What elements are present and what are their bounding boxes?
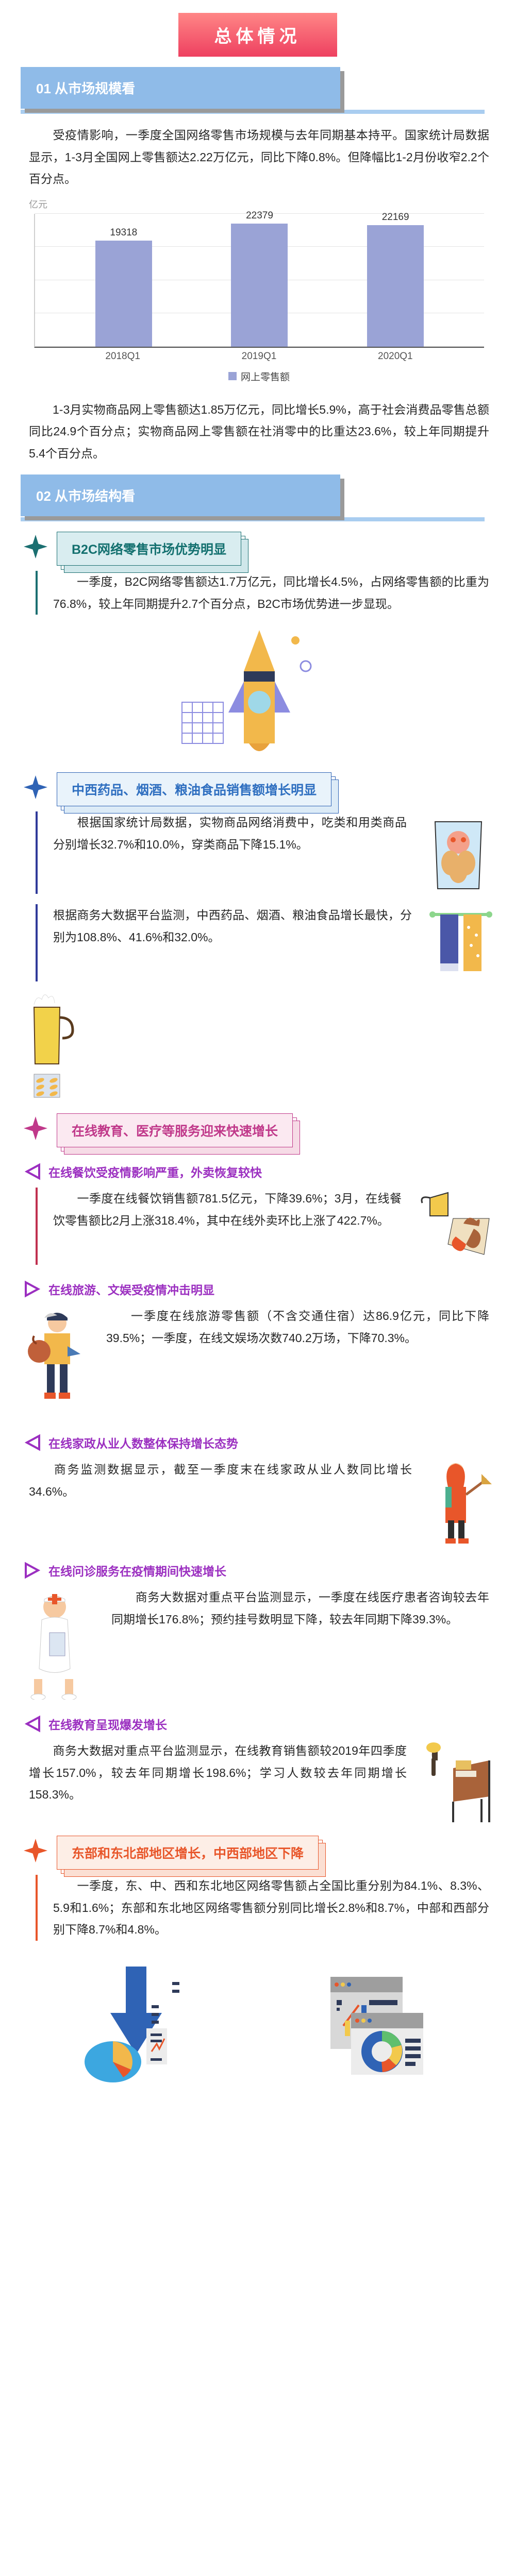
section2-paragraph: 一季度，B2C网络零售额达1.7万亿元，同比增长4.5%，占网络零售额的比重为7… (48, 571, 494, 615)
section-01-badge: 01 从市场规模看 (21, 67, 340, 109)
chart-cat-2019: 2019Q1 (225, 351, 292, 362)
bar-2018q1[interactable]: 19318 (90, 227, 157, 347)
housekeeper-illustration (427, 1459, 494, 1546)
bar-2020q1[interactable]: 22169 (362, 212, 429, 347)
food-label-block: 中西药品、烟酒、粮油食品销售额增长明显 (24, 772, 494, 806)
chart-cat-2020: 2020Q1 (362, 351, 429, 362)
subsection-4-4-paragraph: 商务大数据对重点平台监测显示，一季度在线医疗患者咨询较去年同期增长176.8%；… (106, 1586, 494, 1630)
subsection-4-2-paragraph: 一季度在线旅游零售额（不含交通住宿）达86.9亿元，同比下降39.5%；一季度，… (101, 1305, 494, 1349)
snack-bag-illustration (422, 811, 494, 894)
section1-paragraph2: 1-3月实物商品网上零售额达1.85万亿元，同比增长5.9%，高于社会消费品零售… (24, 399, 494, 465)
region-label-block: 东部和东北部地区增长，中西部地区下降 (24, 1836, 494, 1870)
chart-plot-area: 19318 22379 22169 (34, 214, 484, 348)
online-services-label-text: 在线教育、医疗等服务迎来快速增长 (57, 1113, 293, 1147)
traveler-illustration (24, 1305, 91, 1418)
b2c-label-text: B2C网络零售市场优势明显 (57, 532, 241, 566)
study-desk-illustration (422, 1740, 494, 1822)
growth-analytics-illustration (74, 1967, 208, 2085)
section-02-badge: 02 从市场结构看 (21, 474, 340, 516)
page-title: 总体情况 (178, 13, 337, 57)
orange-diamond-icon (24, 1839, 47, 1862)
subsection-4-5-paragraph: 商务大数据对重点平台监测显示，在线教育销售额较2019年四季度增长157.0%，… (24, 1740, 412, 1806)
subsection-4-4-heading: 在线问诊服务在疫情期间快速增长 (48, 1562, 226, 1579)
blue-diamond-icon (24, 775, 47, 799)
section-02-header: 02 从市场结构看 (21, 474, 494, 516)
revenue-bar-chart: 亿元 19318 22379 22169 (24, 197, 494, 383)
chart-unit-label: 亿元 (29, 197, 494, 211)
b2c-label-block: B2C网络零售市场优势明显 (24, 532, 494, 566)
subsection-4-1-heading: 在线餐饮受疫情影响严重，外卖恢复较快 (48, 1163, 262, 1180)
chart-legend: 网上零售额 (24, 369, 494, 383)
rocket-launch-illustration (24, 625, 494, 759)
section3-paragraph2: 根据商务大数据平台监测，中西药品、烟酒、粮油食品增长最快，分别为108.8%、4… (48, 904, 417, 948)
online-services-label-block: 在线教育、医疗等服务迎来快速增长 (24, 1113, 494, 1147)
subsection-4-3-paragraph: 商务监测数据显示，截至一季度末在线家政从业人数同比增长34.6%。 (24, 1459, 417, 1502)
fried-chicken-beer-illustration (417, 1188, 494, 1265)
subsection-4-2-heading: 在线旅游、文娱受疫情冲击明显 (48, 1280, 214, 1298)
chart-cat-2018: 2018Q1 (89, 351, 156, 362)
dashboard-illustration (310, 1967, 444, 2085)
beer-pills-illustration (24, 987, 101, 1100)
towels-illustration (427, 904, 494, 981)
chevron-left-purple-icon (24, 1163, 41, 1180)
region-label-text: 东部和东北部地区增长，中西部地区下降 (57, 1836, 319, 1870)
section5-paragraph: 一季度，东、中、西和东北地区网络零售额占全国比重分别为84.1%、8.3%、5.… (48, 1875, 494, 1941)
subsection-4-1-paragraph: 一季度在线餐饮销售额781.5亿元，下降39.6%；3月，在线餐饮零售额比2月上… (48, 1188, 407, 1231)
bar-2019q1[interactable]: 22379 (226, 210, 293, 347)
chevron-right-purple-icon (24, 1280, 41, 1298)
pink-diamond-icon (24, 1116, 47, 1140)
teal-diamond-icon (24, 535, 47, 558)
section-01-header: 01 从市场规模看 (21, 67, 494, 109)
chevron-left-purple-icon3 (24, 1715, 41, 1733)
food-label-text: 中西药品、烟酒、粮油食品销售额增长明显 (57, 772, 331, 806)
chevron-left-purple-icon2 (24, 1434, 41, 1451)
page-title-banner: 总体情况 (21, 13, 494, 57)
chevron-right-purple-icon2 (24, 1562, 41, 1579)
subsection-4-5-heading: 在线教育呈现爆发增长 (48, 1715, 167, 1733)
section1-paragraph1: 受疫情影响，一季度全国网络零售市场规模与去年同期基本持平。国家统计局数据显示，1… (24, 124, 494, 190)
subsection-4-3-heading: 在线家政从业人数整体保持增长态势 (48, 1434, 238, 1451)
section3-paragraph1: 根据国家统计局数据，实物商品网络消费中，吃类和用类商品分别增长32.7%和10.… (48, 811, 412, 855)
nurse-illustration (24, 1586, 96, 1700)
